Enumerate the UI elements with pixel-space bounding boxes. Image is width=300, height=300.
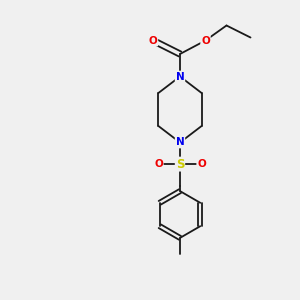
Text: O: O bbox=[154, 159, 163, 169]
Text: S: S bbox=[176, 158, 184, 171]
Text: O: O bbox=[148, 35, 158, 46]
Text: O: O bbox=[201, 35, 210, 46]
Text: O: O bbox=[197, 159, 206, 169]
Text: N: N bbox=[176, 137, 184, 148]
Text: N: N bbox=[176, 71, 184, 82]
